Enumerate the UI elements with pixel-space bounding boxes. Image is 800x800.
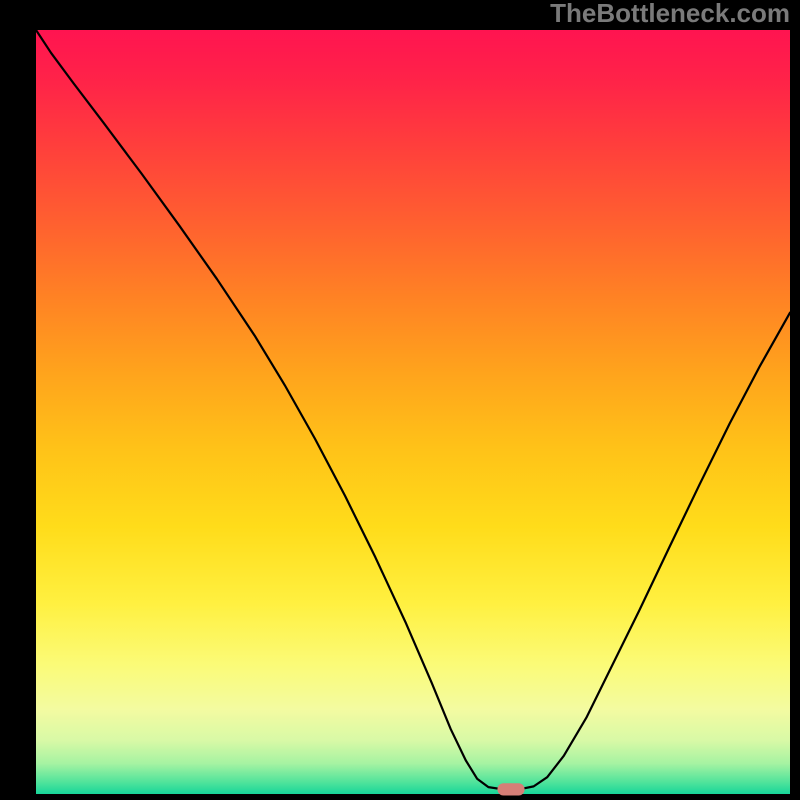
watermark-text: TheBottleneck.com [550,0,790,28]
bottleneck-chart: TheBottleneck.com [0,0,800,800]
optimum-marker [497,783,524,795]
plot-area [36,30,790,794]
